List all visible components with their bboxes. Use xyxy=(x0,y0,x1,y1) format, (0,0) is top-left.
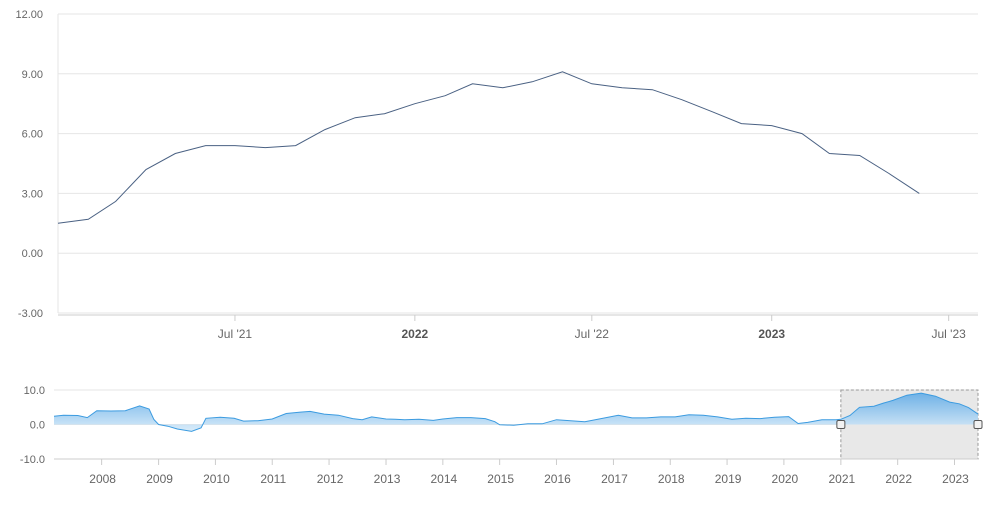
navigator-right-handle[interactable] xyxy=(974,421,982,429)
navigator-x-tick-label: 2014 xyxy=(430,472,457,486)
navigator-x-tick-label: 2023 xyxy=(942,472,969,486)
navigator-x-tick-label: 2013 xyxy=(374,472,401,486)
navigator-x-tick-label: 2019 xyxy=(715,472,742,486)
x-tick-label: Jul '23 xyxy=(932,327,967,341)
x-tick-label: 2023 xyxy=(758,327,785,341)
navigator-x-tick-label: 2017 xyxy=(601,472,628,486)
y-tick-label: -3.00 xyxy=(18,308,43,320)
y-tick-label: 9.00 xyxy=(22,69,43,81)
navigator-x-tick-label: 2021 xyxy=(829,472,856,486)
x-tick-label: Jul '21 xyxy=(218,327,253,341)
y-tick-label: 12.00 xyxy=(15,9,43,21)
navigator-x-tick-label: 2022 xyxy=(885,472,912,486)
main-series-line xyxy=(58,72,919,224)
y-tick-label: 3.00 xyxy=(22,188,43,200)
navigator-x-tick-label: 2016 xyxy=(544,472,571,486)
navigator-y-tick-label: -10.0 xyxy=(20,454,45,466)
navigator-left-handle[interactable] xyxy=(837,421,845,429)
navigator-x-tick-label: 2009 xyxy=(146,472,173,486)
navigator-x-tick-label: 2020 xyxy=(772,472,799,486)
navigator-x-tick-label: 2010 xyxy=(203,472,230,486)
navigator-y-tick-label: 0.0 xyxy=(30,420,45,432)
x-tick-label: 2022 xyxy=(402,327,429,341)
navigator-x-tick-label: 2008 xyxy=(89,472,116,486)
navigator-plot[interactable]: -10.0 0.0 10.0 2008 2009 2010 2011 2012 2013 2014… xyxy=(20,385,982,486)
y-tick-label: 0.00 xyxy=(22,248,43,260)
x-tick-label: Jul '22 xyxy=(575,327,610,341)
navigator-x-tick-label: 2012 xyxy=(317,472,344,486)
navigator-x-tick-label: 2018 xyxy=(658,472,685,486)
navigator-x-tick-label: 2015 xyxy=(487,472,514,486)
main-plot: -3.00 0.00 3.00 6.00 9.00 12.00 Jul '21 2022 Jul… xyxy=(15,9,978,341)
navigator-x-tick-label: 2011 xyxy=(260,472,286,486)
navigator-y-tick-label: 10.0 xyxy=(24,385,45,397)
y-tick-label: 6.00 xyxy=(22,129,43,141)
